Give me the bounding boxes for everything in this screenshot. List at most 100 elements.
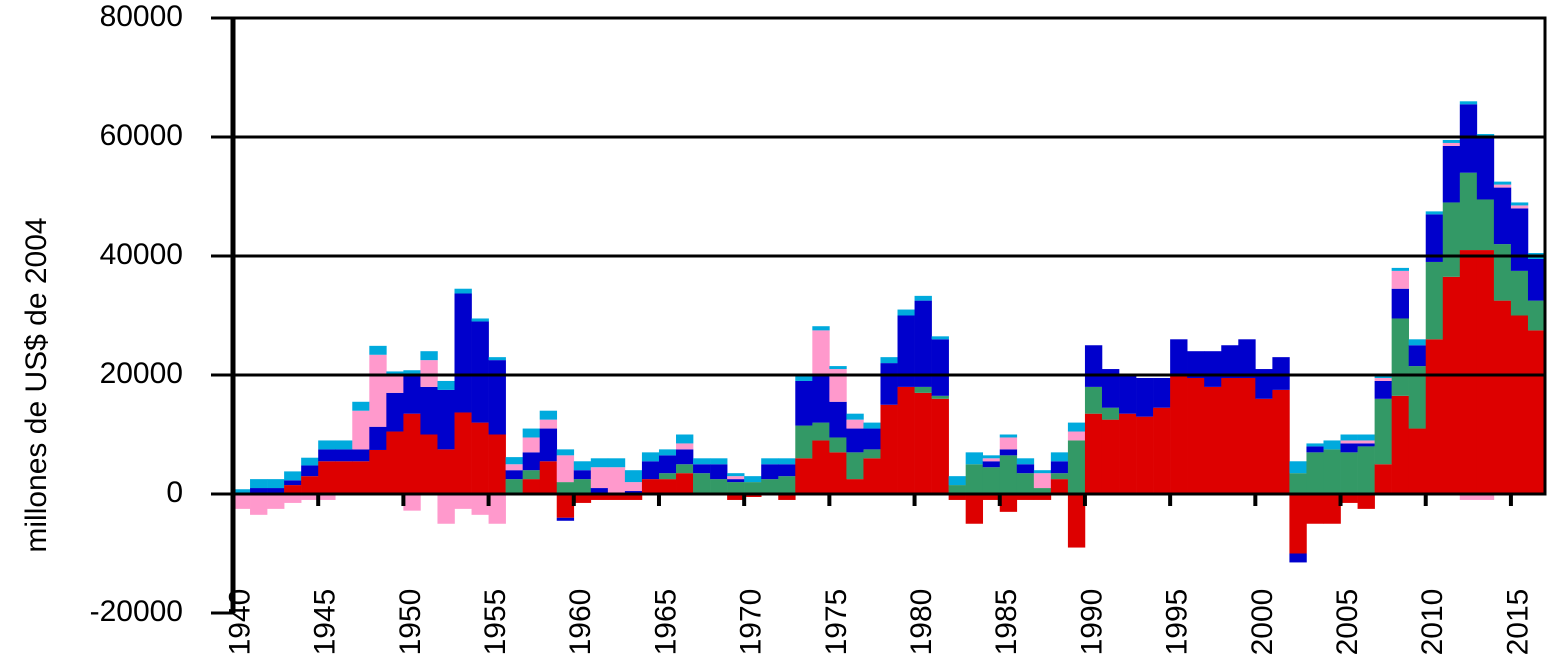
bar-segment (1493, 181, 1512, 185)
bar-segment (318, 449, 336, 462)
bar-segment (539, 419, 558, 429)
bar-segment (1238, 339, 1256, 378)
bar-segment (1101, 419, 1120, 494)
bar-segment (982, 461, 1001, 468)
bar-segment (829, 366, 847, 370)
bar-segment (880, 357, 898, 364)
bar-segment (1221, 377, 1239, 494)
bar-segment (352, 461, 370, 494)
bar-segment (676, 464, 694, 474)
bar-segment (1272, 389, 1290, 494)
bar-segment (846, 452, 864, 480)
x-tick-label: 1965 (649, 589, 682, 656)
bar-segment (931, 395, 949, 399)
bar-segment (1493, 187, 1512, 245)
bar-segment (488, 434, 506, 494)
bar-segment (1136, 377, 1154, 417)
bar-segment (1442, 145, 1461, 203)
bar-segment (880, 363, 898, 405)
bar-segment (573, 494, 592, 503)
bar-segment (795, 376, 813, 381)
bar-segment (1221, 345, 1239, 378)
bar-segment (1084, 386, 1103, 414)
bar-segment (369, 354, 387, 427)
bar-segment (948, 485, 966, 494)
bar-segment (1067, 440, 1086, 494)
bar-segment (1033, 470, 1052, 474)
bar-segment (471, 321, 489, 423)
bar-segment (1459, 172, 1478, 251)
bar-segment (284, 471, 302, 481)
bar-segment (403, 370, 421, 375)
bar-segment (658, 479, 677, 494)
bar-segment (369, 426, 387, 450)
bar-segment (641, 461, 660, 480)
bar-segment (829, 437, 847, 453)
x-tick-label: 1990 (1075, 589, 1108, 656)
bar-segment (233, 489, 251, 494)
bar-segment (318, 494, 336, 500)
bar-segment (676, 449, 694, 465)
bar-segment (1374, 377, 1392, 381)
bar-segment (335, 449, 353, 462)
bar-segment (1306, 494, 1324, 524)
y-tick-label: 80000 (100, 0, 183, 33)
bar-segment (624, 494, 643, 500)
bar-segment (999, 455, 1018, 494)
x-tick-label: 1955 (479, 589, 512, 656)
bar-segment (1016, 464, 1035, 474)
bar-segment (522, 479, 541, 494)
bar-segment (556, 455, 575, 483)
bar-segment (1442, 202, 1461, 277)
bar-segment (1510, 270, 1529, 316)
bar-segment (1391, 288, 1409, 319)
bar-segment (982, 455, 1001, 459)
bar-segment (1170, 339, 1188, 375)
bar-segment (1255, 398, 1273, 494)
bar-segment (727, 482, 745, 494)
x-tick-label: 1980 (905, 589, 938, 656)
bar-segment (420, 434, 438, 494)
bar-segment (352, 449, 370, 462)
bar-segment (812, 422, 830, 441)
bar-segment (1459, 250, 1478, 494)
bar-segment (982, 467, 1001, 494)
bar-segment (386, 376, 404, 393)
bar-segment (778, 476, 796, 494)
bar-segment (437, 494, 455, 524)
bar-segment (522, 470, 541, 480)
bar-segment (914, 392, 932, 494)
bar-segment (727, 473, 745, 477)
bar-segment (1527, 258, 1546, 301)
bar-segment (1187, 377, 1205, 494)
bar-segment (812, 440, 830, 494)
bar-segment (573, 479, 592, 494)
bar-segment (1374, 464, 1392, 494)
bar-segment (1391, 270, 1409, 289)
bar-segment (284, 494, 302, 503)
bar-segment (1408, 428, 1427, 494)
bar-segment (352, 401, 370, 411)
bar-segment (1033, 494, 1052, 500)
bar-segment (1357, 440, 1375, 444)
bar-segment (471, 318, 489, 322)
bar-segment (1425, 339, 1444, 494)
bar-segment (522, 437, 541, 453)
bar-segment (965, 494, 984, 524)
x-tick-label: 1950 (394, 589, 427, 656)
bar-segment (710, 464, 728, 480)
bar-segment (1357, 443, 1375, 447)
bar-segment (539, 428, 558, 462)
bar-segment (914, 295, 932, 301)
bar-segment (795, 425, 813, 459)
bar-segment (284, 485, 302, 494)
bar-segment (1084, 345, 1103, 387)
bar-segment (250, 488, 268, 494)
bar-segment (1459, 101, 1478, 105)
bar-segment (1442, 139, 1461, 143)
bar-segment (812, 330, 830, 375)
bar-segment (931, 339, 949, 396)
bar-segment (403, 494, 421, 511)
bar-segment (1527, 330, 1546, 494)
bar-segment (1067, 431, 1086, 441)
